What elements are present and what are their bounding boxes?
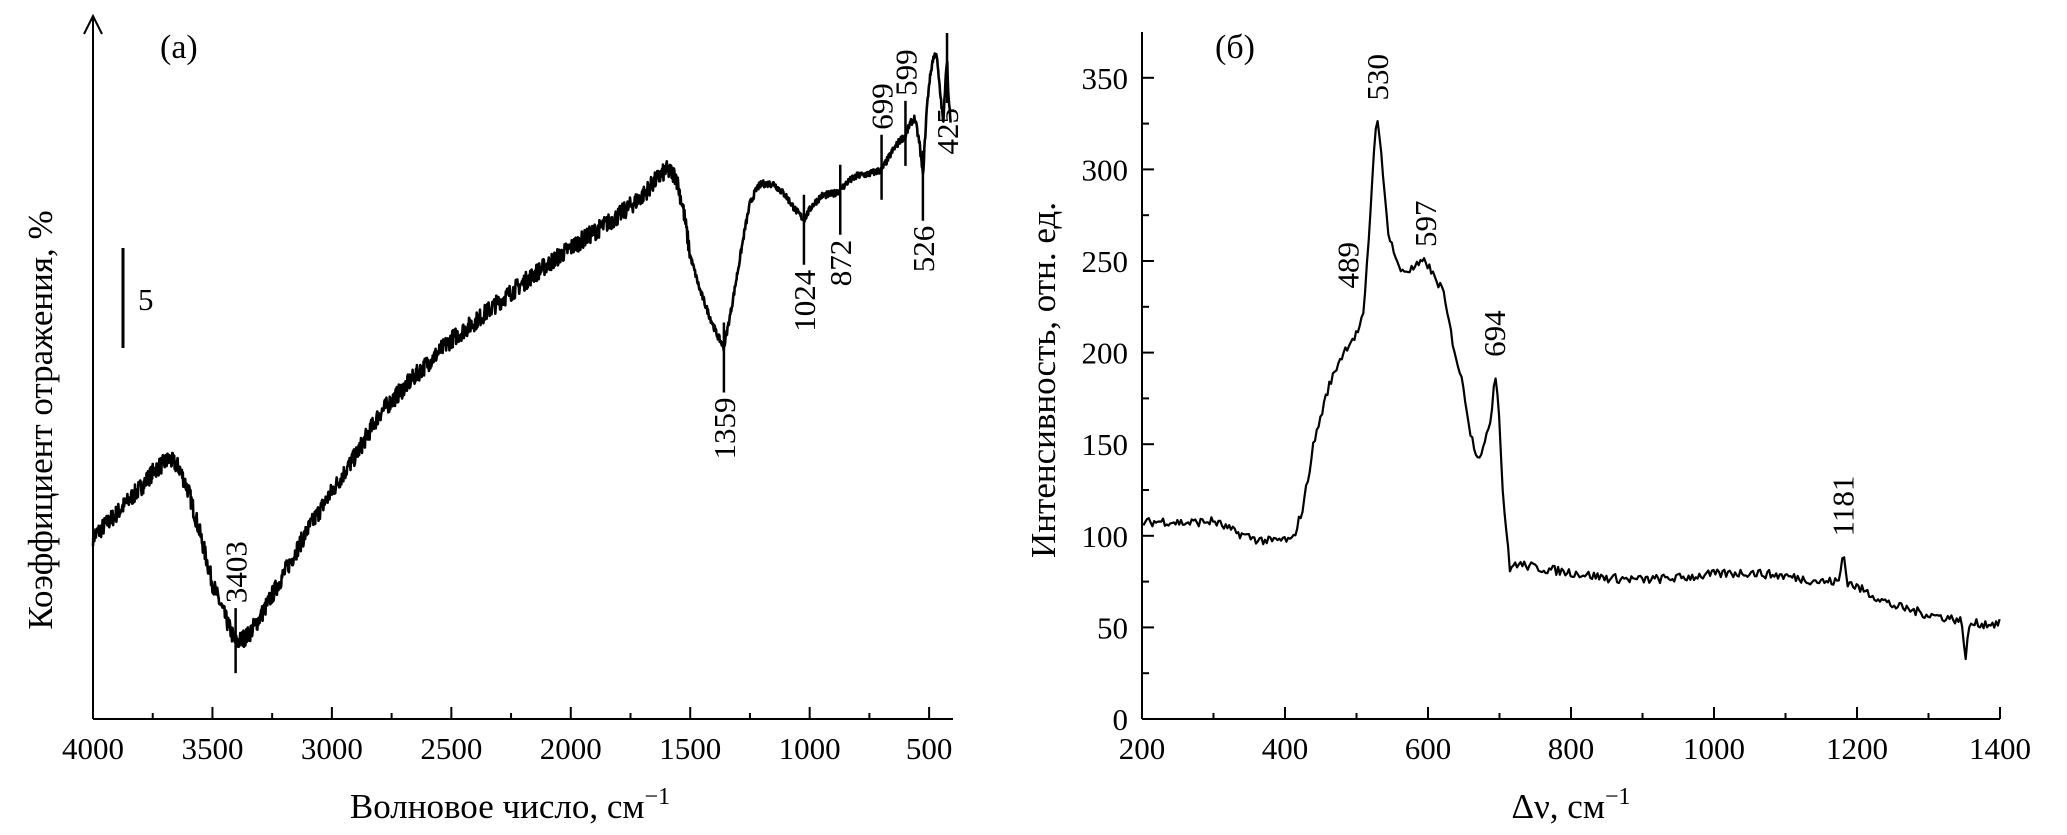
- panel-a-x-tick-label: 3500: [181, 731, 243, 766]
- panel-b-y-tick-label: 50: [1097, 610, 1128, 645]
- panel-a-x-tick-label: 4000: [62, 731, 124, 766]
- panel-b-y-tick-label: 300: [1082, 152, 1129, 187]
- panel-a-x-tick-label: 1500: [659, 731, 721, 766]
- panel-b-x-tick-label: 600: [1405, 731, 1452, 766]
- panel-a-axes: [83, 13, 953, 720]
- peak-label: 526: [906, 226, 941, 273]
- panel-a-ir-spectrum: (a) 4000 3500 3000 2500 2000 1500 1000 500 3403…: [21, 13, 965, 826]
- panel-a-x-tick-label: 2500: [420, 731, 482, 766]
- panel-b-y-tick-label: 100: [1082, 519, 1129, 554]
- peak-label: 489: [1331, 242, 1366, 289]
- panel-a-x-tick-label: 1000: [779, 731, 841, 766]
- panel-a-x-tick-label: 3000: [301, 731, 363, 766]
- peak-label: 694: [1477, 310, 1512, 357]
- panel-b-x-tick-label: 200: [1119, 731, 1166, 766]
- panel-a-x-ticks: 4000 3500 3000 2500 2000 1500 1000 500: [62, 707, 952, 766]
- panel-b-x-axis-title-sup: −1: [1605, 784, 1631, 810]
- peak-label: 872: [823, 240, 858, 287]
- panel-a-x-tick-label: 2000: [540, 731, 602, 766]
- panel-b-annotations: 489 530 597 694 1181: [1331, 54, 1861, 537]
- peak-label: 699: [865, 83, 900, 130]
- peak-label: 597: [1408, 201, 1443, 248]
- panel-a-x-tick-label: 500: [906, 731, 953, 766]
- peak-label: 1024: [787, 269, 822, 332]
- panel-b-label: (б): [1215, 29, 1255, 66]
- peak-label: 1181: [1825, 476, 1860, 537]
- panel-b-y-tick-label: 350: [1082, 61, 1129, 96]
- panel-a-x-axis-title-sup: −1: [645, 784, 671, 810]
- panel-b-x-axis-title-text: Δν, см: [1511, 787, 1605, 826]
- panel-b-y-tick-label: 200: [1082, 336, 1129, 371]
- peak-label: 3403: [219, 541, 254, 603]
- peak-label: 599: [888, 49, 923, 96]
- panel-b-x-tick-label: 1200: [1826, 731, 1888, 766]
- panel-b-x-tick-label: 1400: [1969, 731, 2031, 766]
- peak-label: 1359: [707, 398, 742, 460]
- panel-b-y-tick-label: 250: [1082, 244, 1129, 279]
- panel-a-x-axis-title: Волновое число, см−1: [350, 784, 670, 826]
- panel-b-ticks: 200 400 600 800 1000 1200 1400 0 50 100 150 200 250 3…: [1082, 61, 2032, 766]
- panel-b-x-tick-label: 400: [1262, 731, 1309, 766]
- panel-b-y-tick-label: 150: [1082, 427, 1129, 462]
- panel-b-y-axis-title: Интенсивность, отн. ед.: [1024, 202, 1063, 558]
- panel-b-x-tick-label: 1000: [1683, 731, 1745, 766]
- scale-bar-label: 5: [138, 282, 154, 317]
- panel-a-x-axis-title-text: Волновое число, см: [350, 787, 645, 826]
- panel-b-y-tick-label: 0: [1113, 702, 1129, 737]
- panel-b-x-tick-label: 800: [1548, 731, 1595, 766]
- panel-a-y-axis-title: Коэффициент отражения, %: [21, 210, 60, 629]
- peak-label: 530: [1360, 54, 1395, 101]
- panel-a-label: (a): [160, 29, 198, 66]
- panel-b-series-line: [1142, 120, 2001, 661]
- peak-label: 425: [930, 108, 965, 154]
- panel-b-x-axis-title: Δν, см−1: [1511, 784, 1630, 826]
- panel-b-axes: [1141, 32, 2000, 720]
- panel-a-y-axis-arrow: [83, 13, 103, 35]
- panel-b-raman-spectrum: (б) 200 400 600 800 1000 1200 1400050100150200…: [1024, 29, 2031, 826]
